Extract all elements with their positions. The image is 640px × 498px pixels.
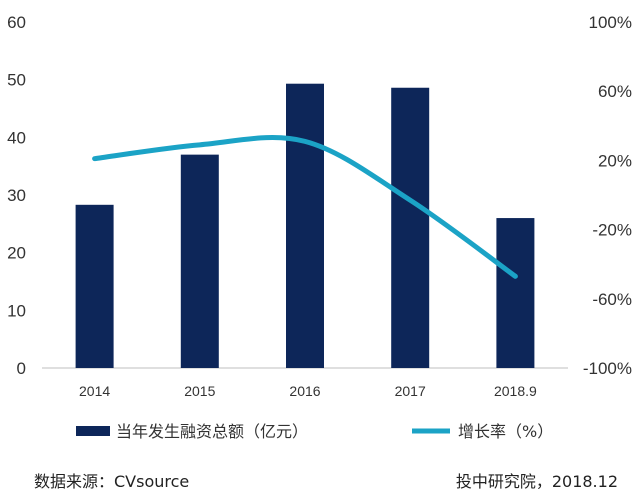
x-tick-label: 2015 [184,383,215,399]
right-tick-label: -100% [583,359,632,378]
x-tick-label: 2014 [79,383,110,399]
left-tick-label: 40 [7,128,26,147]
left-tick-label: 60 [7,13,26,32]
left-tick-label: 0 [17,359,26,378]
legend: 当年发生融资总额（亿元） 增长率（%） [76,422,553,441]
x-tick-label: 2016 [289,383,320,399]
legend-line-label: 增长率（%） [458,422,553,441]
left-axis-ticks: 0 10 20 30 40 50 60 [7,13,26,378]
x-tick-label: 2017 [395,383,426,399]
footer-credit: 投中研究院，2018.12 [455,472,618,491]
legend-bar-label: 当年发生融资总额（亿元） [116,422,308,441]
legend-bar-swatch [76,426,110,436]
x-axis-ticks: 2014 2015 2016 2017 2018.9 [79,383,537,399]
chart: 0 10 20 30 40 50 60 -100% -60% -20% 20% 60% 100% 20… [7,13,632,441]
bar [391,87,430,369]
footer-source: 数据来源：CVsource [34,472,190,491]
bar [286,83,324,368]
bars [75,83,535,369]
bar [180,154,219,368]
right-axis-ticks: -100% -60% -20% 20% 60% 100% [583,13,632,378]
left-tick-label: 20 [7,244,26,263]
right-tick-label: 100% [589,13,632,32]
x-tick-label: 2018.9 [494,383,537,399]
left-tick-label: 10 [7,301,26,320]
left-tick-label: 50 [7,71,26,90]
right-tick-label: 60% [598,82,632,101]
right-tick-label: -20% [592,221,632,240]
right-tick-label: 20% [598,151,632,170]
left-tick-label: 30 [7,186,26,205]
right-tick-label: -60% [592,290,632,309]
bar [496,218,535,368]
bar [75,204,114,368]
growth-rate-line [92,135,518,279]
